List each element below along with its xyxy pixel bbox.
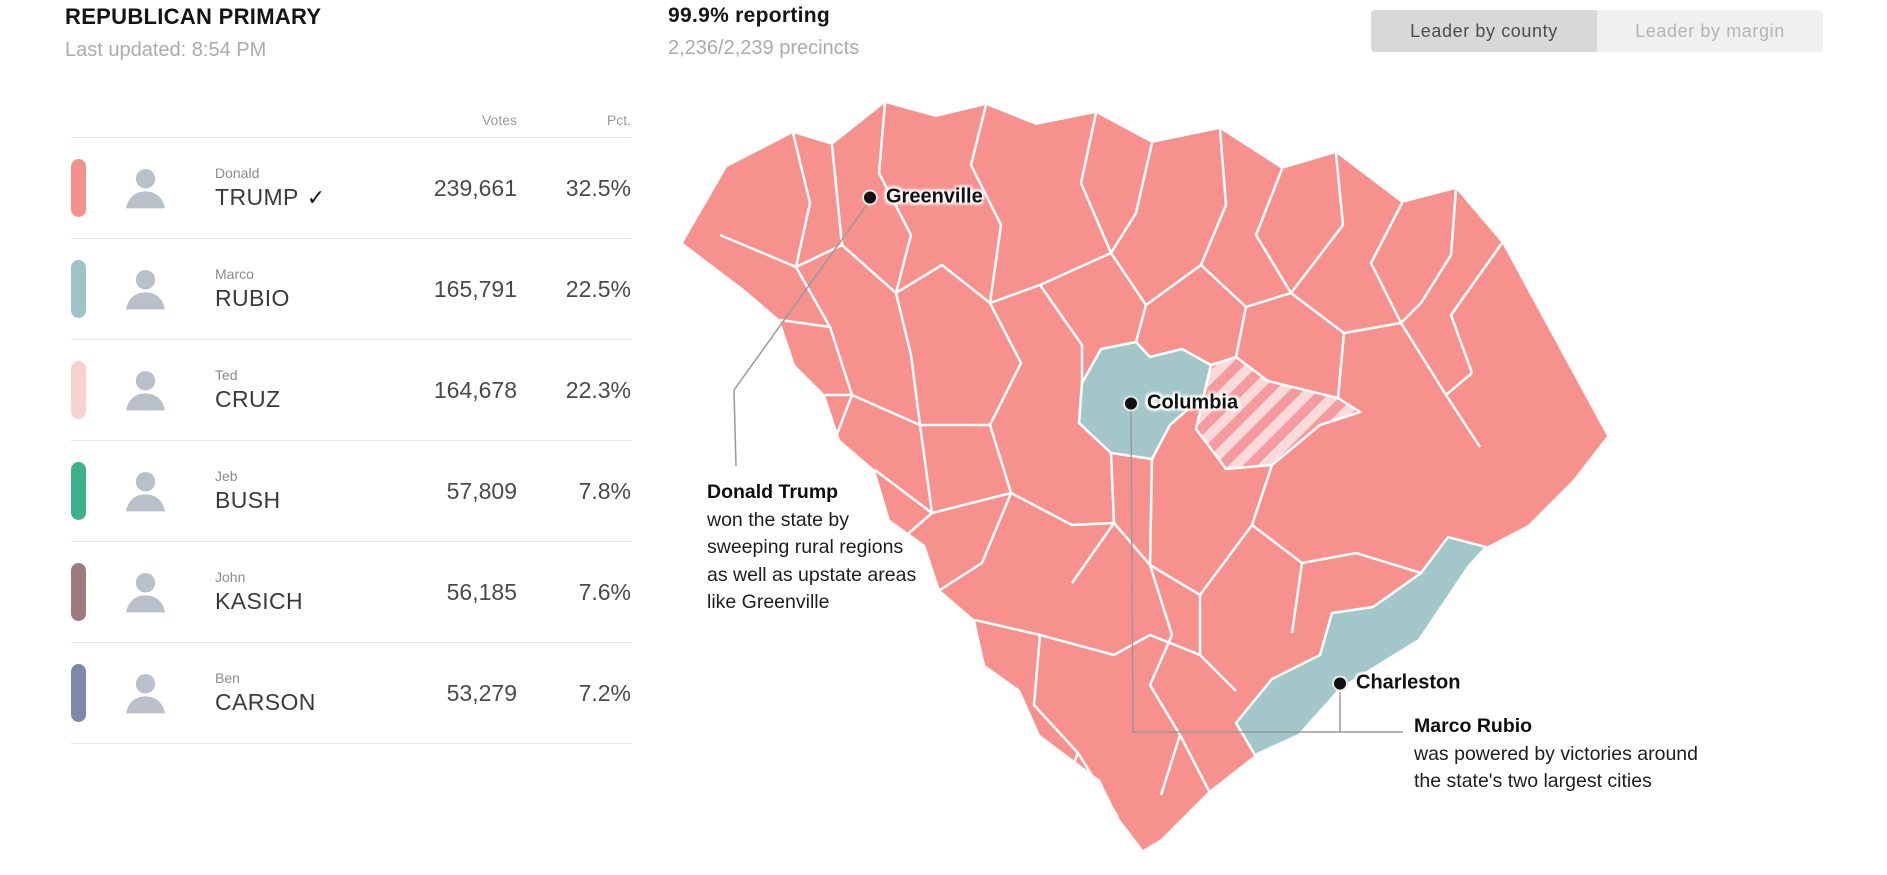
candidate-last-name: CRUZ [215,386,281,412]
reporting-precincts: 2,236/2,239 precincts [668,37,860,59]
candidate-color-bar [71,563,86,621]
city-dot-icon [1332,675,1348,691]
candidate-photo [119,465,172,518]
city-dot-icon [862,189,878,205]
candidate-first-name: Donald [215,165,260,181]
toggle-leader-by-county[interactable]: Leader by county [1371,10,1597,52]
toggle-leader-by-margin[interactable]: Leader by margin [1597,10,1823,52]
city-label: Greenville [886,185,983,208]
annotation-title: Donald Trump [707,481,839,503]
table-row-carson: Ben CARSON 53,279 7.2% [71,643,631,744]
annotation-body: was powered by victories around the stat… [1414,742,1698,793]
city-label: Charleston [1356,671,1461,694]
candidate-votes: 164,678 [433,376,517,403]
candidate-photo [119,364,172,417]
candidate-votes: 57,809 [446,477,517,504]
table-row-cruz: Ted CRUZ 164,678 22.3% [71,340,631,441]
table-row-trump: Donald TRUMP ✓ 239,661 32.5% [71,138,631,239]
city-marker-charleston: Charleston [1332,672,1460,695]
candidate-pct: 22.5% [565,275,631,302]
candidate-votes: 165,791 [433,275,517,302]
candidate-pct: 22.3% [565,376,631,403]
page-header: REPUBLICAN PRIMARY Last updated: 8:54 PM [65,4,321,62]
candidate-last-name: TRUMP [215,184,299,210]
city-marker-columbia: Columbia [1123,392,1238,415]
city-marker-greenville: Greenville [862,186,983,209]
candidate-pct: 7.8% [578,477,631,504]
candidate-last-name: KASICH [215,588,304,614]
annotation-title: Marco Rubio [1414,715,1533,737]
annotation-body: won the state by sweeping rural regions … [707,508,917,614]
table-row-kasich: John KASICH 56,185 7.6% [71,542,631,643]
table-row-rubio: Marco RUBIO 165,791 22.5% [71,239,631,340]
candidate-last-name: CARSON [215,689,316,715]
candidate-first-name: Ted [215,367,238,383]
candidate-first-name: John [215,569,246,585]
candidate-color-bar [71,462,86,520]
rubio-annotation-note: Marco Rubio was powered by victories aro… [1414,713,1744,796]
candidate-last-name: BUSH [215,487,281,513]
reporting-status: 99.9% reporting 2,236/2,239 precincts [668,4,859,60]
candidate-first-name: Ben [215,670,240,686]
winner-checkmark-icon: ✓ [306,185,326,210]
reporting-percent: 99.9% reporting [668,4,831,27]
votes-column-header: Votes [481,112,517,128]
candidate-photo [119,667,172,720]
candidate-votes: 56,185 [446,578,517,605]
pct-column-header: Pct. [606,112,631,128]
candidate-first-name: Jeb [215,468,238,484]
candidate-votes: 53,279 [446,679,517,706]
candidate-color-bar [71,664,86,722]
results-table-header: Votes Pct. [71,95,631,138]
candidate-color-bar [71,260,86,318]
candidate-photo [119,566,172,619]
page-title: REPUBLICAN PRIMARY [65,4,322,29]
candidate-last-name: RUBIO [215,285,290,311]
city-dot-icon [1123,395,1139,411]
candidate-color-bar [71,361,86,419]
candidate-votes: 239,661 [433,174,517,201]
candidate-photo [119,263,172,316]
results-table: Votes Pct. Donald TRUMP ✓ 239,661 32.5% M… [71,95,631,744]
map-mode-toggle: Leader by county Leader by margin [1371,10,1823,52]
candidate-first-name: Marco [215,266,254,282]
candidate-pct: 32.5% [565,174,631,201]
table-row-bush: Jeb BUSH 57,809 7.8% [71,441,631,542]
trump-annotation-note: Donald Trump won the state by sweeping r… [707,479,967,617]
candidate-photo [119,162,172,215]
city-label: Columbia [1147,391,1239,414]
candidate-color-bar [71,159,86,217]
candidate-pct: 7.6% [578,578,631,605]
candidate-pct: 7.2% [578,679,631,706]
last-updated: Last updated: 8:54 PM [65,39,267,61]
